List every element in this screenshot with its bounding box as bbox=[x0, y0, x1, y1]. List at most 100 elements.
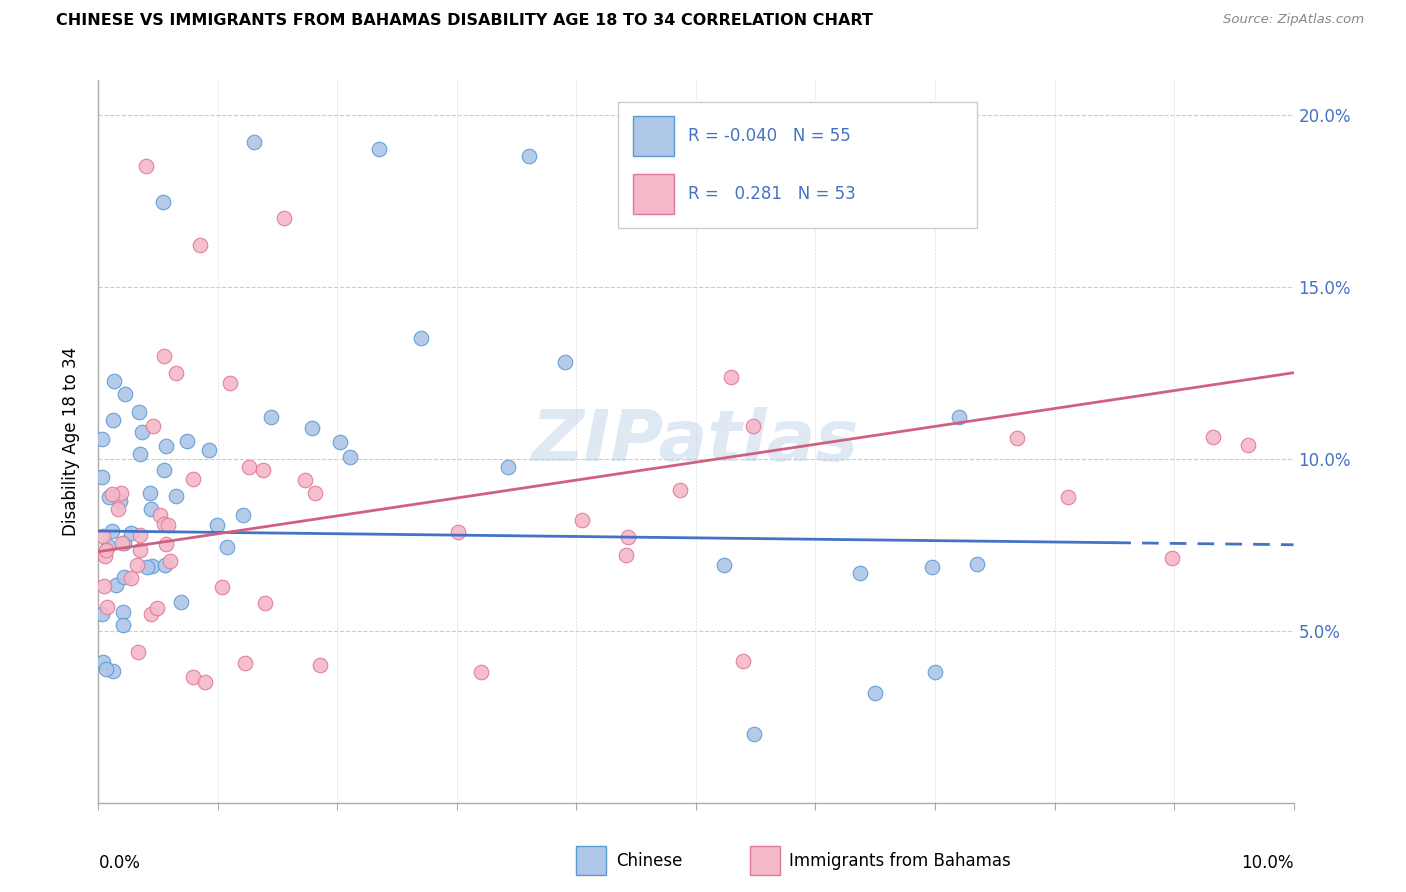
Point bbox=[744, 727, 766, 741]
Point bbox=[127, 645, 149, 659]
Point bbox=[110, 486, 132, 500]
Text: Chinese: Chinese bbox=[616, 852, 682, 870]
Point bbox=[304, 486, 326, 500]
FancyBboxPatch shape bbox=[749, 847, 780, 875]
Point bbox=[243, 135, 266, 149]
Point bbox=[849, 566, 872, 581]
Point bbox=[614, 548, 637, 562]
Point bbox=[921, 560, 943, 574]
Point bbox=[713, 558, 735, 573]
Point bbox=[1160, 550, 1182, 565]
Point bbox=[141, 558, 163, 573]
Point bbox=[165, 489, 187, 503]
Point bbox=[720, 369, 742, 384]
Point bbox=[273, 211, 295, 225]
Point bbox=[155, 439, 177, 453]
Point bbox=[181, 670, 204, 684]
Point bbox=[94, 549, 117, 563]
Point bbox=[91, 470, 114, 484]
Point bbox=[470, 665, 492, 679]
Point bbox=[966, 558, 988, 572]
Point bbox=[112, 605, 135, 619]
Point bbox=[94, 662, 117, 676]
Point bbox=[128, 543, 150, 558]
Point bbox=[96, 543, 118, 558]
Point bbox=[219, 376, 242, 390]
Point bbox=[1202, 430, 1225, 444]
Point bbox=[517, 149, 540, 163]
Point bbox=[96, 600, 118, 615]
Point bbox=[668, 483, 690, 497]
Point bbox=[339, 450, 361, 464]
Point bbox=[205, 518, 228, 533]
Point bbox=[120, 571, 142, 585]
Point bbox=[107, 501, 129, 516]
Point bbox=[193, 674, 215, 689]
Point bbox=[368, 142, 391, 156]
Text: R =   0.281   N = 53: R = 0.281 N = 53 bbox=[688, 185, 855, 202]
Text: ZIPatlas: ZIPatlas bbox=[533, 407, 859, 476]
Point bbox=[865, 686, 887, 700]
Point bbox=[141, 419, 163, 434]
Point bbox=[308, 658, 330, 673]
Point bbox=[253, 596, 276, 610]
Point bbox=[571, 512, 593, 526]
Y-axis label: Disability Age 18 to 34: Disability Age 18 to 34 bbox=[62, 347, 80, 536]
Point bbox=[101, 412, 124, 426]
Point bbox=[155, 558, 177, 572]
Text: R = -0.040   N = 55: R = -0.040 N = 55 bbox=[688, 127, 851, 145]
Point bbox=[1007, 431, 1029, 445]
Point bbox=[108, 493, 131, 508]
Text: Source: ZipAtlas.com: Source: ZipAtlas.com bbox=[1223, 13, 1364, 27]
Point bbox=[176, 434, 198, 449]
Point bbox=[447, 524, 470, 539]
Point bbox=[129, 447, 152, 461]
Point bbox=[136, 560, 159, 574]
Point bbox=[215, 540, 238, 554]
Point bbox=[114, 570, 136, 584]
Text: 0.0%: 0.0% bbox=[98, 855, 141, 872]
Point bbox=[165, 366, 187, 380]
Point bbox=[91, 529, 114, 543]
Point bbox=[91, 607, 114, 621]
Text: CHINESE VS IMMIGRANTS FROM BAHAMAS DISABILITY AGE 18 TO 34 CORRELATION CHART: CHINESE VS IMMIGRANTS FROM BAHAMAS DISAB… bbox=[56, 13, 873, 29]
Point bbox=[153, 463, 176, 477]
Point bbox=[155, 537, 177, 551]
Point bbox=[114, 386, 136, 401]
Point bbox=[159, 554, 181, 568]
Point bbox=[91, 432, 114, 446]
Point bbox=[97, 539, 120, 553]
Point bbox=[294, 473, 316, 487]
Point bbox=[252, 463, 274, 477]
Point bbox=[103, 375, 125, 389]
Point bbox=[157, 517, 180, 532]
Point bbox=[259, 409, 281, 424]
Point bbox=[110, 536, 132, 550]
FancyBboxPatch shape bbox=[619, 102, 977, 228]
Text: 10.0%: 10.0% bbox=[1241, 855, 1294, 872]
Point bbox=[232, 508, 254, 522]
Point bbox=[145, 601, 167, 615]
Point bbox=[329, 435, 352, 450]
Point bbox=[1237, 437, 1260, 451]
Point bbox=[233, 656, 256, 670]
Point bbox=[148, 508, 170, 522]
Point bbox=[188, 238, 211, 252]
Point bbox=[554, 355, 576, 369]
Point bbox=[101, 524, 124, 539]
Point bbox=[211, 580, 233, 594]
Point bbox=[411, 331, 433, 345]
Point bbox=[238, 460, 260, 475]
Point bbox=[139, 502, 162, 516]
Point bbox=[101, 487, 124, 501]
Point bbox=[731, 654, 754, 668]
Point bbox=[152, 194, 174, 209]
Point bbox=[170, 595, 193, 609]
Point bbox=[131, 425, 153, 440]
Text: Immigrants from Bahamas: Immigrants from Bahamas bbox=[789, 852, 1011, 870]
Point bbox=[135, 159, 157, 173]
FancyBboxPatch shape bbox=[576, 847, 606, 875]
Point bbox=[1056, 491, 1078, 505]
Point bbox=[114, 535, 136, 549]
Point bbox=[139, 486, 162, 500]
